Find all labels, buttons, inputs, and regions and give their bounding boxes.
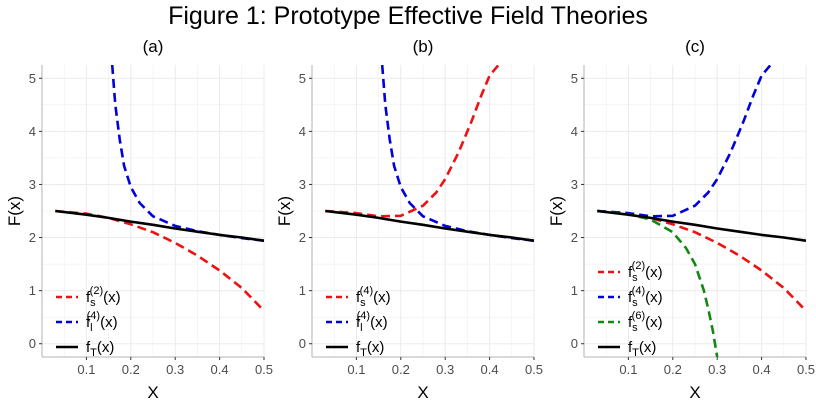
x-tick-label: 0.4 xyxy=(211,362,229,377)
x-axis-title: X xyxy=(147,383,158,402)
y-axis-title: F(x) xyxy=(547,196,566,226)
legend-label-red: fs(4)(x) xyxy=(356,285,391,309)
panel-title: (a) xyxy=(143,37,164,56)
panel-title: (b) xyxy=(413,37,434,56)
y-tick-label: 2 xyxy=(571,230,578,245)
x-axis-title: X xyxy=(417,383,428,402)
y-tick-label: 3 xyxy=(29,177,36,192)
legend-item-black: fT(x) xyxy=(56,339,114,359)
y-tick-label: 3 xyxy=(571,177,578,192)
series-line-blue xyxy=(380,65,534,242)
legend: fs(2)(x)fs(4)(x)fs(6)(x) fT(x) xyxy=(598,260,663,359)
y-tick-label: 4 xyxy=(29,124,36,139)
x-axis-title: X xyxy=(689,383,700,402)
y-tick-label: 3 xyxy=(299,177,306,192)
legend-item-blue: fl(4)(x) xyxy=(326,310,388,334)
y-tick-label: 1 xyxy=(299,283,306,298)
x-tick-label: 0.5 xyxy=(255,362,273,377)
legend-label-black: fT(x) xyxy=(356,339,384,359)
gridlines xyxy=(584,65,807,357)
panel-3: 0.1 0.2 0.3 0.4 0.5012345(c)XF(x)fs(2)(x)fs(… xyxy=(547,37,815,402)
y-tick-label: 1 xyxy=(29,283,36,298)
y-tick-label: 0 xyxy=(299,336,306,351)
legend-item-black: fT(x) xyxy=(598,339,656,359)
y-tick-label: 0 xyxy=(571,336,578,351)
x-tick-label: 0.4 xyxy=(481,362,499,377)
x-tick-label: 0.3 xyxy=(708,362,726,377)
legend-label-red: fs(2)(x) xyxy=(86,285,121,309)
series-line-black xyxy=(325,209,534,242)
series-lines xyxy=(55,65,264,312)
x-tick-label: 0.1 xyxy=(77,362,95,377)
figure-title: Figure 1: Prototype Effective Field Theo… xyxy=(168,2,648,30)
y-axis-title: F(x) xyxy=(275,196,294,226)
x-tick-label: 0.4 xyxy=(753,362,771,377)
series-line-black xyxy=(597,209,806,242)
x-tick-label: 0.3 xyxy=(436,362,454,377)
legend-label-red: fs(2)(x) xyxy=(628,260,663,284)
legend-label-blue: fl(4)(x) xyxy=(356,310,388,334)
y-tick-label: 2 xyxy=(29,230,36,245)
legend-item-red: fs(4)(x) xyxy=(326,285,391,309)
legend-label-black: fT(x) xyxy=(86,339,114,359)
panel-1: 0.1 0.2 0.3 0.4 0.5 0 1 2 3 4 5 (a) X F(x) fs(2)(x)fl(… xyxy=(5,37,273,402)
panel-title: (c) xyxy=(685,37,705,56)
x-tick-label: 0.5 xyxy=(797,362,815,377)
y-tick-label: 5 xyxy=(299,71,306,86)
y-tick-label: 1 xyxy=(571,283,578,298)
series-lines xyxy=(325,65,534,242)
legend: fs(2)(x)fl(4)(x) fT(x) xyxy=(56,285,121,359)
legend-label-green: fs(6)(x) xyxy=(628,310,663,334)
y-axis-title: F(x) xyxy=(5,196,24,226)
y-tick-label: 2 xyxy=(299,230,306,245)
gridlines xyxy=(312,65,535,357)
legend-item-blue: fs(4)(x) xyxy=(598,285,663,309)
x-tick-label: 0.2 xyxy=(122,362,140,377)
y-tick-label: 5 xyxy=(29,71,36,86)
legend-label-blue: fs(4)(x) xyxy=(628,285,663,309)
x-tick-label: 0.1 xyxy=(619,362,637,377)
x-tick-label: 0.3 xyxy=(166,362,184,377)
legend-label-black: fT(x) xyxy=(628,339,656,359)
series-line-black xyxy=(55,209,264,242)
y-tick-label: 4 xyxy=(299,124,306,139)
y-tick-label: 5 xyxy=(571,71,578,86)
panel-2: 0.1 0.2 0.3 0.4 0.5 0 1 2 3 4 5 (b) X F(x) fs(4)(x)fl(… xyxy=(275,37,543,402)
series-line-blue xyxy=(110,65,264,242)
x-tick-label: 0.1 xyxy=(347,362,365,377)
y-tick-label: 0 xyxy=(29,336,36,351)
x-tick-label: 0.2 xyxy=(664,362,682,377)
legend-item-black: fT(x) xyxy=(326,339,384,359)
y-tick-label: 4 xyxy=(571,124,578,139)
series-lines xyxy=(597,65,806,357)
series-line-red xyxy=(325,65,500,218)
series-line-blue xyxy=(597,65,772,218)
legend-item-green: fs(6)(x) xyxy=(598,310,663,334)
gridlines xyxy=(42,65,265,357)
legend: fs(4)(x)fl(4)(x) fT(x) xyxy=(326,285,391,359)
legend-item-blue: fl(4)(x) xyxy=(56,310,118,334)
legend-item-red: fs(2)(x) xyxy=(56,285,121,309)
x-tick-label: 0.5 xyxy=(525,362,543,377)
x-tick-label: 0.2 xyxy=(392,362,410,377)
legend-label-blue: fl(4)(x) xyxy=(86,310,118,334)
legend-item-red: fs(2)(x) xyxy=(598,260,663,284)
